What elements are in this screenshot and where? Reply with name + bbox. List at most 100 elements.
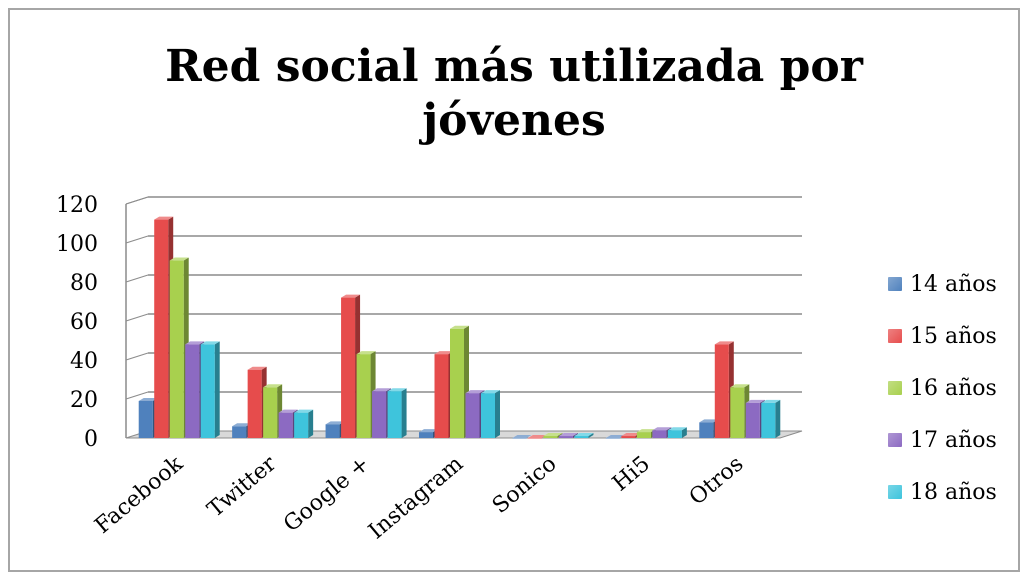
legend-swatch-18 [888,485,902,499]
bar [372,391,387,438]
bar [263,387,278,438]
bar [278,412,293,438]
bar-top [481,390,500,394]
bar [605,438,620,439]
bar [138,400,153,438]
x-tick-label: Sonico [488,451,562,518]
bar [730,387,745,438]
bar [434,354,449,438]
bar-top [652,427,672,431]
legend-label-15: 15 años [910,323,997,349]
bar [558,436,573,438]
bar-top [138,397,158,401]
gridline-depth [125,313,149,322]
legend-label-14: 14 años [910,271,997,297]
bar [325,424,340,438]
bar [745,402,760,438]
y-tick-label: 100 [56,232,98,257]
bar-top [699,419,719,423]
bar [154,219,169,438]
bar [387,391,402,438]
bar-top [714,341,734,345]
bar [419,432,433,438]
legend: 14 años 15 años 16 años 17 años 18 años [888,258,997,518]
legend-item-17: 17 años [888,414,997,466]
bar [450,328,464,438]
bar [512,438,527,439]
y-tick-label: 60 [70,310,98,335]
x-tick-label: Twitter [203,451,281,523]
bar [294,412,309,438]
gridline-depth [125,274,149,283]
bar [341,297,356,438]
bar [200,344,215,438]
bar-top [154,216,174,220]
legend-swatch-15 [888,329,902,343]
bar-top [667,427,687,431]
bar-side [308,409,314,438]
bar-top [465,390,485,394]
bar [481,393,495,438]
bar-top [450,325,469,329]
bar-top [512,435,532,438]
x-tick-label: Hi5 [608,451,655,496]
bar-top [527,435,547,438]
bar-top [278,409,298,413]
bar-top [387,388,407,392]
gridline-depth [125,352,149,361]
bar [636,432,651,438]
bar-top [200,341,220,345]
y-tick-label: 80 [70,271,98,296]
bar [574,436,589,438]
bar-top [169,257,189,261]
bar-top [636,429,656,433]
gridline-depth [125,391,149,400]
bar-top [247,366,267,370]
bar [699,422,714,438]
bar-side [214,341,220,438]
bar [247,369,262,438]
bar-top [341,294,361,298]
bar [169,260,184,438]
bar-top [574,433,594,437]
bar-top [730,384,750,388]
x-tick-label: Instagram [364,451,468,544]
x-tick-label: Facebook [90,451,188,539]
legend-item-15: 15 años [888,310,997,362]
legend-item-18: 18 años [888,466,997,518]
legend-item-16: 16 años [888,362,997,414]
bar [356,354,371,438]
bar-top [419,429,438,433]
bar [761,402,776,438]
bar-top [543,433,563,437]
bar [465,393,480,438]
bar-top [558,433,578,437]
bar-top [232,423,252,427]
bar-top [325,421,345,425]
bar-top [185,341,205,345]
legend-swatch-17 [888,433,902,447]
chart-title-line-1: Red social más utilizada por [165,41,863,92]
chart-title: Red social más utilizada por jóvenes [0,40,1028,148]
legend-swatch-14 [888,277,902,291]
bar-top [263,384,283,388]
gridline-depth [125,196,149,205]
bar-top [761,399,781,403]
bar-top [294,409,314,413]
y-tick-label: 120 [56,193,98,218]
x-tick-label: Google + [279,451,374,537]
bar [543,436,558,438]
gridline-depth [125,235,149,244]
x-tick-label: Otros [685,451,749,510]
chart-title-line-2: jóvenes [422,95,606,146]
bar-side [681,427,687,438]
bar-top [745,399,765,403]
bar [714,344,729,438]
legend-label-16: 16 años [910,375,997,401]
y-tick-label: 20 [70,388,98,413]
bar-top [372,388,392,392]
bar [652,430,667,438]
y-tick-label: 40 [70,349,98,374]
bar-top [434,351,454,355]
